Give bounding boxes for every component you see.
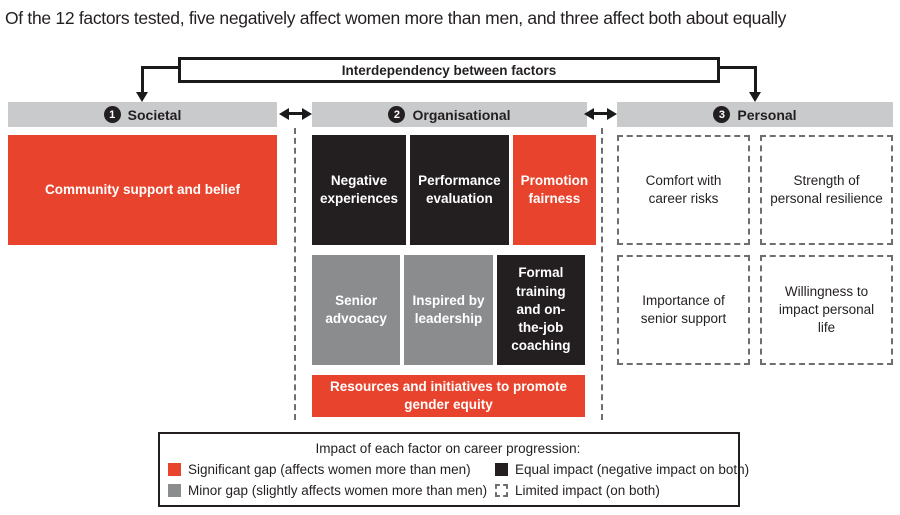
factor-label: Community support and belief bbox=[44, 181, 240, 197]
factor-label: Comfort with career risks bbox=[645, 172, 722, 206]
dashed-separator-right bbox=[601, 128, 603, 420]
double-arrow-organisational-personal-icon bbox=[584, 107, 617, 120]
factor-comfort-career-risks: Comfort with career risks bbox=[617, 135, 750, 245]
legend-item-equal-impact: Equal impact (negative impact on both) bbox=[495, 462, 749, 477]
factor-label: Strength of personal resilience bbox=[770, 172, 883, 206]
legend-label: Limited impact (on both) bbox=[515, 483, 660, 498]
legend-swatch-significant-gap bbox=[168, 463, 181, 476]
page-title: Of the 12 factors tested, five negativel… bbox=[5, 8, 787, 28]
legend-item-minor-gap: Minor gap (slightly affects women more t… bbox=[168, 483, 495, 498]
legend-swatch-equal-impact bbox=[495, 463, 508, 476]
factor-label: Senior advocacy bbox=[325, 292, 387, 326]
factor-label: Negative experiences bbox=[320, 172, 399, 206]
legend-title: Impact of each factor on career progress… bbox=[315, 441, 581, 456]
factor-inspired-by-leadership: Inspired by leadership bbox=[404, 255, 493, 365]
legend-swatch-limited-impact bbox=[495, 484, 508, 497]
section-number-badge-1: 1 bbox=[103, 106, 121, 123]
connector-right-vertical-line bbox=[754, 66, 757, 93]
factor-label: Promotion fairness bbox=[520, 172, 589, 206]
connector-left-horizontal-line bbox=[141, 66, 178, 69]
dashed-separator-left bbox=[294, 128, 296, 420]
connector-right-horizontal-line bbox=[720, 66, 757, 69]
factor-community-support-and-belief: Community support and belief bbox=[8, 135, 277, 245]
legend-swatch-minor-gap bbox=[168, 484, 181, 497]
factor-label: Performance evaluation bbox=[418, 172, 501, 206]
arrow-head-left-icon bbox=[584, 107, 594, 120]
factor-label: Resources and initiatives to promote gen… bbox=[329, 378, 568, 412]
factor-performance-evaluation: Performance evaluation bbox=[410, 135, 509, 245]
legend-item-limited-impact: Limited impact (on both) bbox=[495, 483, 749, 498]
factor-resources-gender-equity: Resources and initiatives to promote gen… bbox=[312, 375, 585, 417]
section-number-badge-2: 2 bbox=[388, 106, 406, 123]
arrow-head-right-icon bbox=[607, 107, 617, 120]
legend-label: Minor gap (slightly affects women more t… bbox=[188, 483, 488, 498]
section-label-organisational: Organisational bbox=[412, 106, 511, 123]
factor-willingness-impact-personal-life: Willingness to impact personal life bbox=[760, 255, 893, 365]
factor-formal-training-coaching: Formal training and on-the-job coaching bbox=[496, 255, 585, 365]
interdependency-label: Interdependency between factors bbox=[341, 62, 557, 78]
factor-label: Importance of senior support bbox=[640, 292, 727, 326]
organisational-row-1: Negative experiences Performance evaluat… bbox=[312, 135, 597, 245]
section-header-societal: 1 Societal bbox=[8, 102, 277, 127]
section-number-badge-3: 3 bbox=[713, 106, 731, 123]
section-header-organisational: 2 Organisational bbox=[312, 102, 587, 127]
factor-importance-senior-support: Importance of senior support bbox=[617, 255, 750, 365]
interdependency-box: Interdependency between factors bbox=[178, 57, 720, 83]
legend-grid: Significant gap (affects women more than… bbox=[168, 462, 749, 498]
section-label-personal: Personal bbox=[737, 106, 797, 123]
factor-strength-personal-resilience: Strength of personal resilience bbox=[760, 135, 893, 245]
legend-label: Significant gap (affects women more than… bbox=[188, 462, 471, 477]
factor-label: Formal training and on-the-job coaching bbox=[511, 265, 571, 354]
double-arrow-societal-organisational-icon bbox=[279, 107, 312, 120]
personal-grid: Comfort with career risks Strength of pe… bbox=[617, 135, 893, 365]
section-header-personal: 3 Personal bbox=[617, 102, 893, 127]
legend-box: Impact of each factor on career progress… bbox=[158, 432, 749, 507]
section-label-societal: Societal bbox=[127, 106, 182, 123]
factor-label: Inspired by leadership bbox=[412, 292, 485, 326]
factor-negative-experiences: Negative experiences bbox=[312, 135, 407, 245]
arrow-head-left-icon bbox=[279, 107, 289, 120]
legend-item-significant-gap: Significant gap (affects women more than… bbox=[168, 462, 495, 477]
arrow-down-left-icon bbox=[136, 92, 148, 102]
organisational-row-2: Senior advocacy Inspired by leadership F… bbox=[312, 255, 585, 365]
connector-left-vertical-line bbox=[141, 66, 144, 93]
arrow-shaft bbox=[590, 112, 611, 115]
legend-label: Equal impact (negative impact on both) bbox=[515, 462, 750, 477]
factor-senior-advocacy: Senior advocacy bbox=[312, 255, 401, 365]
arrow-down-right-icon bbox=[749, 92, 761, 102]
arrow-head-right-icon bbox=[302, 107, 312, 120]
factor-label: Willingness to impact personal life bbox=[778, 283, 875, 336]
arrow-shaft bbox=[285, 112, 306, 115]
factor-promotion-fairness: Promotion fairness bbox=[512, 135, 597, 245]
